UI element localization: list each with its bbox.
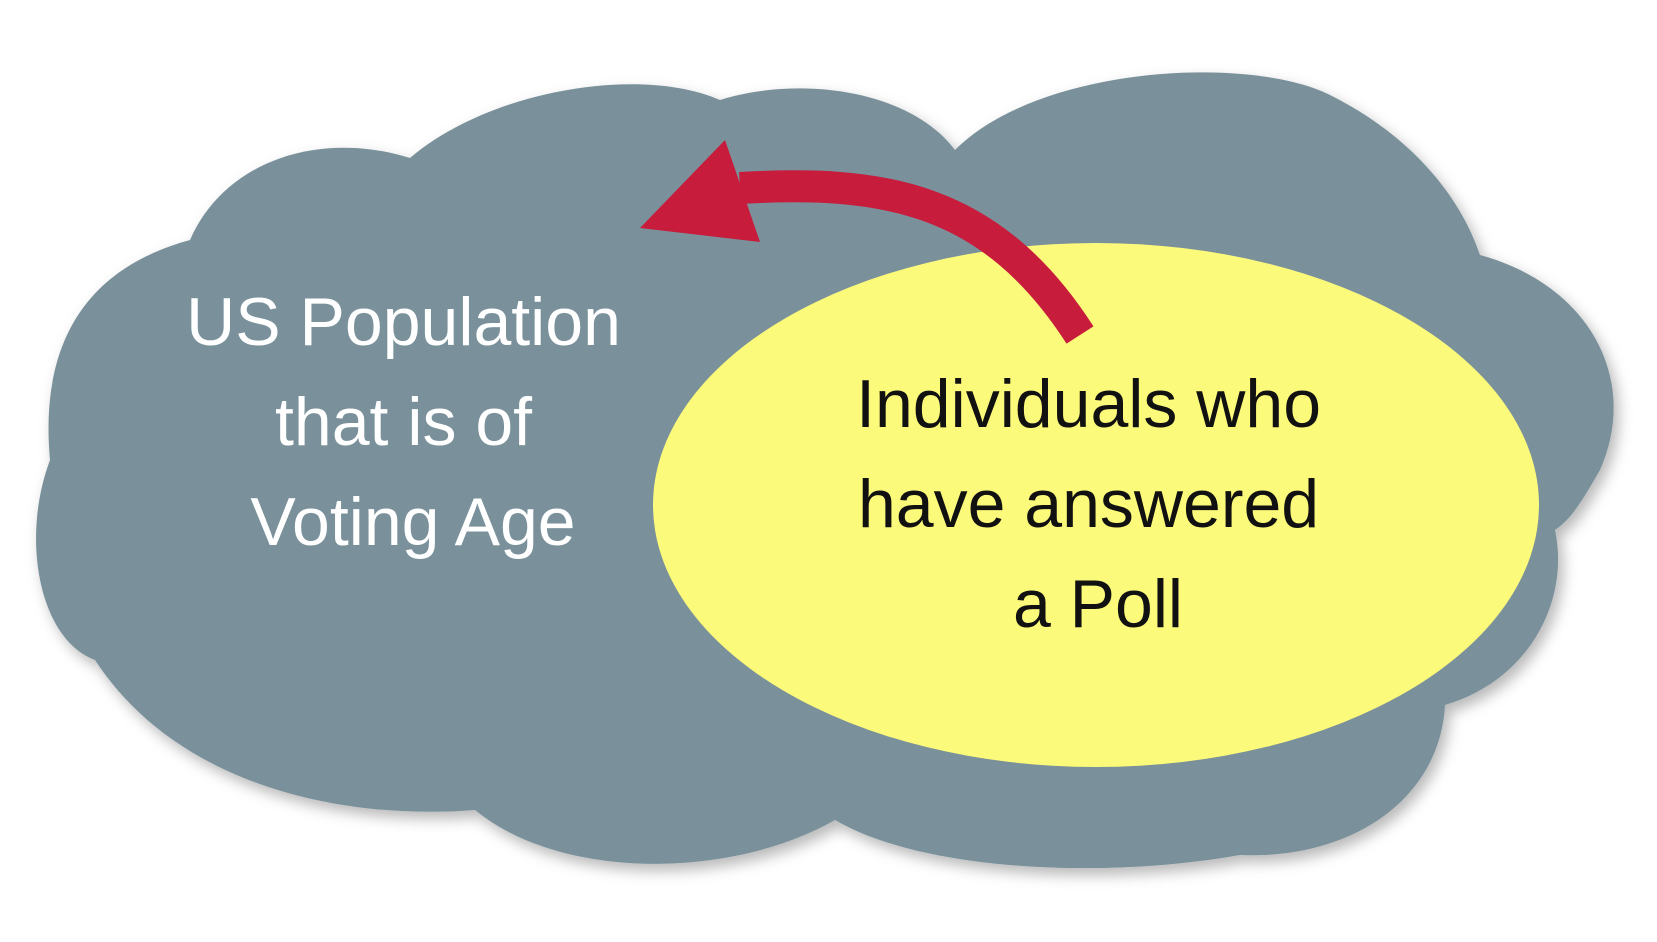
sample-ellipse (653, 243, 1539, 767)
arrow-head-icon (640, 140, 760, 242)
generalization-arrow (640, 140, 1094, 344)
sample-label-line-3: a Poll (1013, 566, 1183, 642)
arrow-shaft (739, 170, 1094, 344)
sample-label-line-1: Individuals who (856, 366, 1321, 442)
population-label-line-3: Voting Age (250, 484, 575, 560)
sample-label-line-2: have answered (858, 466, 1319, 542)
population-label: US Population that is of Voting Age (186, 284, 640, 560)
sample-label: Individuals who have answered a Poll (856, 366, 1340, 642)
population-label-line-2: that is of (275, 384, 532, 460)
population-label-line-1: US Population (186, 284, 621, 360)
